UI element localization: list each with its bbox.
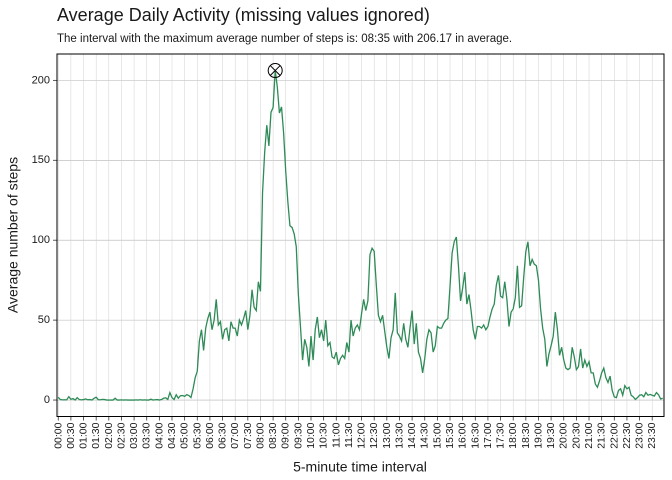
y-tick-label: 200: [32, 74, 50, 86]
x-tick-label: 20:00: [558, 422, 570, 448]
x-tick-label: 00:00: [52, 422, 64, 448]
data-line: [57, 70, 663, 401]
x-tick-label: 10:00: [305, 422, 317, 448]
x-tick-label: 06:00: [204, 422, 216, 448]
x-tick-label: 09:00: [280, 422, 292, 448]
x-tick-label: 20:30: [570, 422, 582, 448]
chart-subtitle: The interval with the maximum average nu…: [57, 33, 512, 45]
x-tick-label: 15:30: [444, 422, 456, 448]
x-tick-label: 19:30: [545, 422, 557, 448]
x-tick-label: 22:30: [621, 422, 633, 448]
y-tick-label: 150: [32, 154, 50, 166]
y-tick-label: 100: [32, 234, 50, 246]
panel-border: [56, 53, 665, 417]
x-tick-label: 19:00: [532, 422, 544, 448]
x-tick-label: 07:30: [242, 422, 254, 448]
x-tick-label: 16:30: [469, 422, 481, 448]
x-tick-label: 01:30: [90, 422, 102, 448]
x-tick-label: 05:30: [191, 422, 203, 448]
x-axis-title: 5-minute time interval: [293, 459, 427, 475]
x-tick-label: 05:00: [179, 422, 191, 448]
max-marker: [267, 63, 283, 79]
x-tick-label: 11:30: [343, 422, 355, 448]
x-tick-label: 17:30: [495, 422, 507, 448]
x-tick-label: 10:30: [318, 422, 330, 448]
x-tick-label: 06:30: [217, 422, 229, 448]
x-tick-label: 14:00: [406, 422, 418, 448]
x-tick-label: 00:30: [65, 422, 77, 448]
x-tick-label: 08:00: [254, 422, 266, 448]
x-tick-label: 23:00: [634, 422, 646, 448]
x-tick-label: 21:30: [596, 422, 608, 448]
x-tick-label: 18:30: [520, 422, 532, 448]
chart-title: Average Daily Activity (missing values i…: [57, 5, 430, 25]
x-tick-label: 21:00: [583, 422, 595, 448]
x-tick-label: 13:00: [381, 422, 393, 448]
x-tick-label: 04:00: [153, 422, 165, 448]
y-tick-label: 50: [38, 314, 50, 326]
x-tick-label: 17:00: [482, 422, 494, 448]
x-tick-label: 15:00: [431, 422, 443, 448]
y-tick-label: 0: [44, 394, 50, 406]
x-tick-label: 23:30: [646, 422, 658, 448]
x-tick-label: 12:30: [368, 422, 380, 448]
x-tick-label: 22:00: [608, 422, 620, 448]
x-tick-label: 09:30: [292, 422, 304, 448]
x-tick-label: 16:00: [457, 422, 469, 448]
y-axis-title: Average number of steps: [5, 157, 21, 313]
x-tick-label: 18:00: [507, 422, 519, 448]
x-tick-label: 11:00: [330, 422, 342, 448]
x-tick-label: 08:30: [267, 422, 279, 448]
x-tick-label: 02:00: [103, 422, 115, 448]
x-tick-label: 13:30: [393, 422, 405, 448]
x-tick-label: 12:00: [356, 422, 368, 448]
x-tick-label: 03:00: [128, 422, 140, 448]
max-marker-cross: [269, 65, 281, 76]
x-tick-label: 01:00: [78, 422, 90, 448]
x-tick-label: 02:30: [115, 422, 127, 448]
x-tick-label: 03:30: [141, 422, 153, 448]
x-tick-label: 07:00: [229, 422, 241, 448]
x-tick-label: 04:30: [166, 422, 178, 448]
x-tick-label: 14:30: [419, 422, 431, 448]
